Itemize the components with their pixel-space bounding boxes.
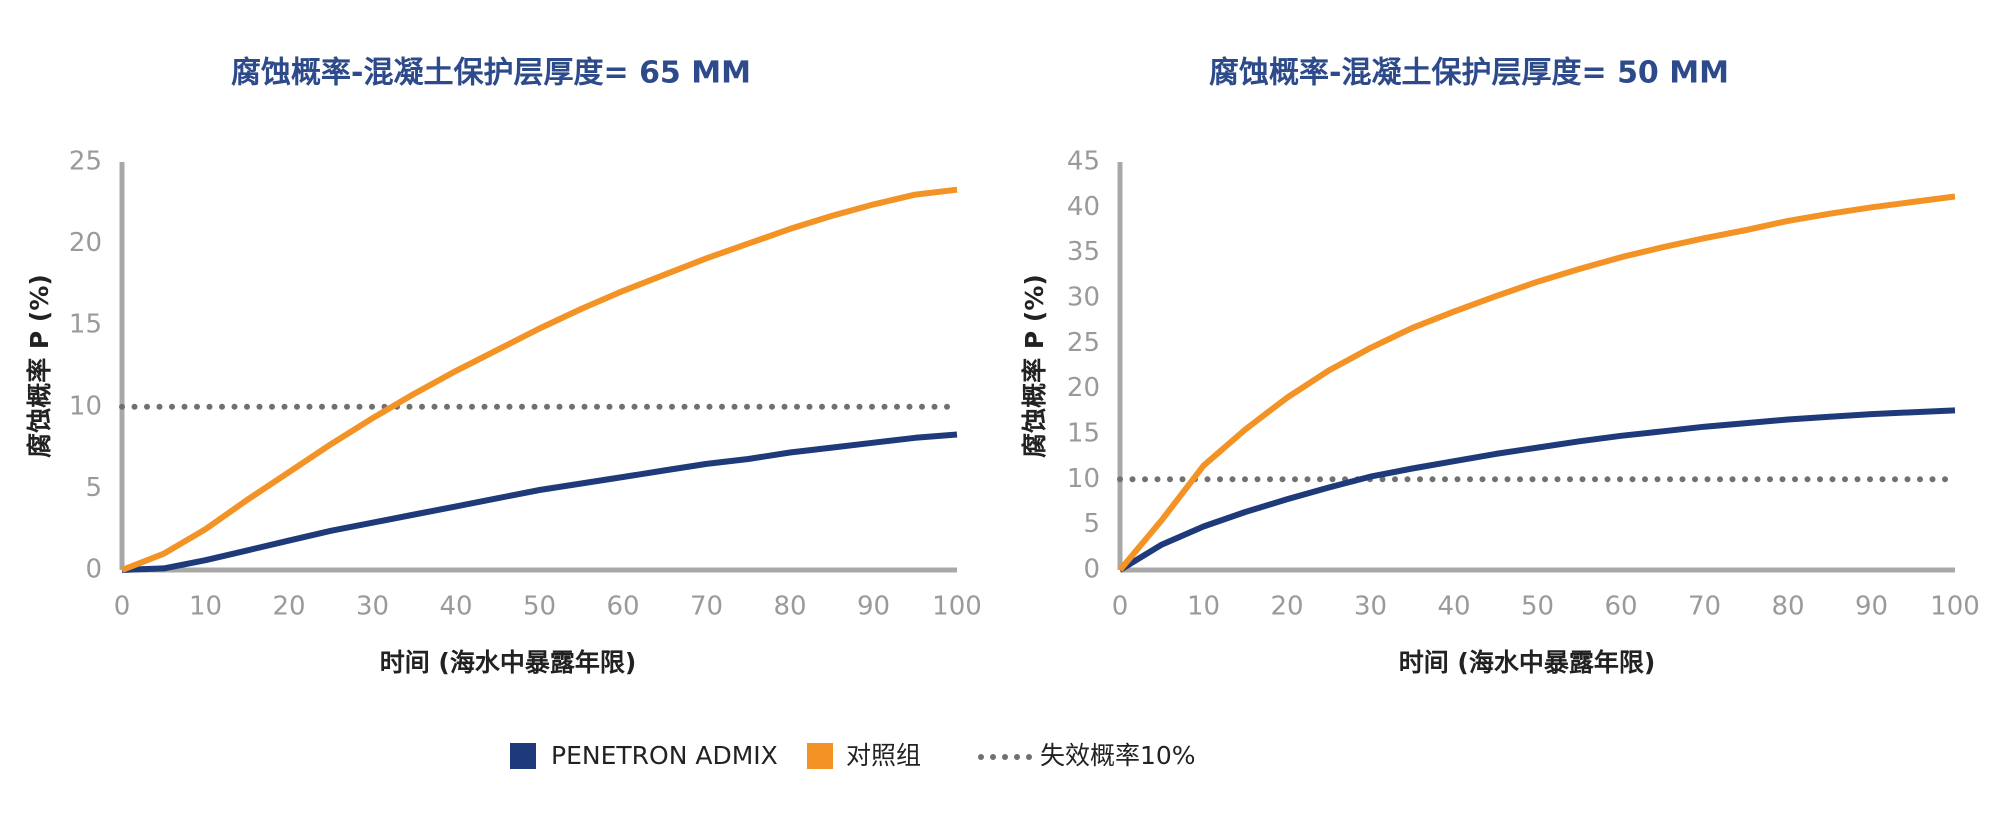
x-tick-label: 50 xyxy=(1521,592,1554,622)
legend-label: 对照组 xyxy=(846,741,921,770)
chart-title: 腐蚀概率-混凝土保护层厚度= 65 MM xyxy=(231,56,751,91)
y-tick-label: 30 xyxy=(1067,283,1100,313)
y-tick-label: 0 xyxy=(85,555,102,585)
y-tick-label: 0 xyxy=(1083,555,1100,585)
x-tick-label: 50 xyxy=(523,592,556,622)
y-tick-label: 10 xyxy=(69,391,102,421)
x-tick-label: 90 xyxy=(857,592,890,622)
x-tick-label: 20 xyxy=(272,592,305,622)
y-tick-label: 20 xyxy=(69,228,102,258)
y-axis-label: 腐蚀概率 P (%) xyxy=(1020,274,1049,458)
x-tick-label: 60 xyxy=(1604,592,1637,622)
x-tick-label: 30 xyxy=(356,592,389,622)
x-axis-label: 时间 (海水中暴露年限) xyxy=(1399,648,1656,677)
series-line xyxy=(1118,407,1956,573)
x-tick-label: 80 xyxy=(1771,592,1804,622)
y-tick-label: 20 xyxy=(1067,373,1100,403)
x-tick-label: 10 xyxy=(189,592,222,622)
y-tick-label: 15 xyxy=(69,310,102,340)
legend-label: PENETRON ADMIX xyxy=(551,741,778,770)
y-tick-label: 5 xyxy=(85,473,102,503)
series-line xyxy=(1117,193,1956,572)
y-tick-label: 25 xyxy=(69,147,102,177)
x-axis-label: 时间 (海水中暴露年限) xyxy=(380,648,637,677)
x-tick-label: 30 xyxy=(1354,592,1387,622)
x-tick-label: 20 xyxy=(1270,592,1303,622)
x-tick-label: 80 xyxy=(773,592,806,622)
x-tick-label: 70 xyxy=(1688,592,1721,622)
y-tick-label: 10 xyxy=(1067,464,1100,494)
y-axis-label: 腐蚀概率 P (%) xyxy=(25,274,54,458)
x-tick-label: 40 xyxy=(439,592,472,622)
y-tick-label: 15 xyxy=(1067,419,1100,449)
x-tick-label: 0 xyxy=(114,592,131,622)
x-tick-label: 100 xyxy=(932,592,982,622)
x-tick-label: 0 xyxy=(1112,592,1129,622)
series-line xyxy=(120,186,958,573)
y-tick-label: 25 xyxy=(1067,328,1100,358)
x-tick-label: 100 xyxy=(1930,592,1980,622)
x-tick-label: 10 xyxy=(1187,592,1220,622)
chart-title: 腐蚀概率-混凝土保护层厚度= 50 MM xyxy=(1209,56,1729,91)
y-tick-label: 40 xyxy=(1067,192,1100,222)
series-line xyxy=(121,431,958,573)
x-tick-label: 60 xyxy=(606,592,639,622)
legend-label: 失效概率10% xyxy=(1040,741,1196,770)
legend-swatch xyxy=(807,743,833,769)
y-tick-label: 5 xyxy=(1083,509,1100,539)
x-tick-label: 40 xyxy=(1437,592,1470,622)
legend-swatch xyxy=(510,743,536,769)
x-tick-label: 90 xyxy=(1855,592,1888,622)
y-tick-label: 45 xyxy=(1067,147,1100,177)
x-tick-label: 70 xyxy=(690,592,723,622)
y-tick-label: 35 xyxy=(1067,237,1100,267)
